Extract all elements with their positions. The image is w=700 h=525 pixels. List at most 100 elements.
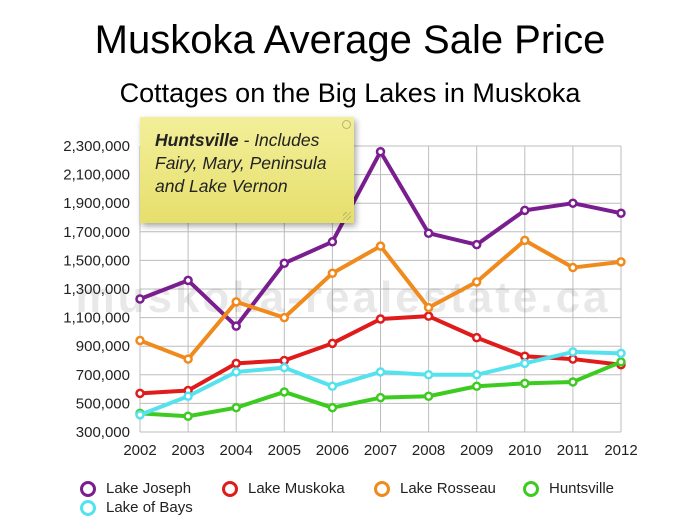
data-point (423, 302, 434, 313)
series-lake-joseph (135, 146, 626, 331)
annotation-bold: Huntsville (155, 130, 239, 150)
data-point (279, 362, 290, 373)
y-tick-label: 2,100,000 (63, 167, 130, 184)
y-tick-label: 2,300,000 (63, 138, 130, 155)
y-tick-label: 300,000 (76, 424, 130, 441)
data-point (616, 208, 626, 218)
data-point (520, 378, 530, 389)
legend-marker-icon (80, 480, 96, 497)
y-axis-ticks: 300,000 500,000 700,000 900,000 1,100,000 1,3… (63, 138, 130, 441)
legend-marker-icon (523, 480, 539, 497)
data-point (231, 367, 241, 377)
data-point (375, 146, 386, 157)
x-tick-label: 2011 (557, 442, 589, 459)
data-point (471, 381, 482, 391)
data-point (616, 357, 626, 367)
data-point (568, 377, 578, 387)
data-point (183, 391, 193, 401)
legend-marker-icon (80, 499, 96, 516)
data-point (183, 411, 193, 422)
data-point (135, 335, 145, 346)
data-point (231, 321, 241, 331)
data-point (423, 311, 434, 321)
data-point (279, 387, 290, 397)
data-point (135, 410, 145, 420)
y-tick-label: 700,000 (76, 367, 130, 384)
data-point (520, 235, 530, 246)
y-tick-label: 1,300,000 (63, 281, 130, 298)
y-tick-label: 1,500,000 (63, 252, 130, 269)
data-point (375, 314, 386, 324)
data-point (279, 258, 290, 269)
data-point (183, 354, 193, 364)
data-point (231, 358, 241, 369)
data-point (375, 392, 386, 403)
data-point (375, 367, 386, 377)
annotation-note: Huntsville - Includes Fairy, Mary, Penin… (140, 117, 354, 223)
data-point (568, 262, 578, 273)
series-lines (135, 146, 626, 422)
legend-label: Lake Joseph (106, 480, 192, 497)
data-point (231, 402, 241, 413)
x-tick-label: 2006 (316, 442, 349, 459)
data-point (327, 268, 338, 279)
data-point (471, 277, 482, 287)
data-point (471, 332, 482, 343)
legend-item: Lake Rosseau (374, 480, 496, 497)
x-tick-label: 2007 (364, 442, 397, 459)
data-point (135, 294, 145, 304)
legend-item: Lake Joseph (80, 480, 191, 497)
x-tick-label: 2008 (412, 442, 445, 459)
data-point (423, 391, 434, 401)
y-tick-label: 500,000 (76, 395, 130, 412)
legend-marker-icon (222, 480, 238, 497)
data-point (135, 388, 145, 399)
x-axis-ticks: 2002 2003 2004 2005 2006 2007 2008 2009 2010 2011… (123, 442, 637, 459)
legend-label: Lake Rosseau (400, 480, 496, 497)
x-tick-label: 2012 (604, 442, 637, 459)
data-point (568, 347, 578, 357)
data-point (616, 348, 626, 359)
data-point (183, 275, 193, 286)
data-point (568, 198, 578, 208)
data-point (327, 237, 338, 247)
chart-subtitle: Cottages on the Big Lakes in Muskoka (119, 78, 581, 108)
data-point (471, 370, 482, 380)
watermark-text: muskoka-realestate.ca (75, 273, 610, 322)
x-tick-label: 2009 (460, 442, 493, 459)
legend-label: Lake Muskoka (248, 480, 345, 497)
chart-title: Muskoka Average Sale Price (94, 18, 606, 62)
chart-legend: Lake Joseph Lake Muskoka Lake Rosseau Hunts… (0, 476, 700, 520)
y-tick-label: 1,100,000 (63, 310, 130, 327)
data-point (423, 228, 434, 238)
series-lake-rosseau (135, 235, 626, 364)
x-tick-label: 2002 (123, 442, 156, 459)
x-tick-label: 2003 (171, 442, 204, 459)
legend-item: Lake of Bays (80, 499, 193, 516)
series-huntsville (135, 357, 626, 422)
legend-label: Lake of Bays (106, 499, 193, 516)
note-close-icon (342, 120, 351, 129)
y-tick-label: 1,700,000 (63, 224, 130, 241)
annotation-text: - Includes Fairy, Mary, Peninsula and La… (155, 130, 327, 196)
data-point (471, 239, 482, 250)
x-tick-label: 2005 (268, 442, 301, 459)
y-tick-label: 900,000 (76, 338, 130, 355)
y-tick-label: 1,900,000 (63, 195, 130, 212)
legend-label: Huntsville (549, 480, 615, 497)
data-point (231, 297, 241, 307)
series-lake-of-bays (135, 347, 626, 420)
data-point (327, 338, 338, 349)
data-point (279, 312, 290, 323)
note-resize-icon (343, 212, 351, 220)
data-point (327, 402, 338, 413)
legend-marker-icon (374, 480, 390, 497)
x-tick-label: 2010 (508, 442, 541, 459)
data-point (520, 205, 530, 216)
data-point (327, 381, 338, 391)
data-point (375, 241, 386, 251)
data-point (520, 358, 530, 369)
data-point (616, 257, 626, 267)
data-point (423, 370, 434, 380)
